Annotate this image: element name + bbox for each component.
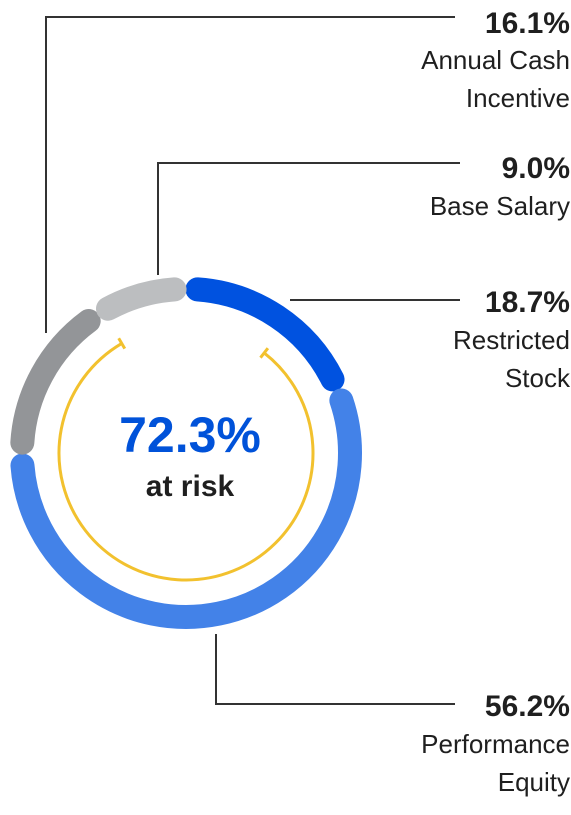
center-label: at risk (146, 470, 235, 503)
donut-slices (10, 277, 362, 629)
slice-label-annual-cash-incentive-line1: Annual Cash (421, 45, 570, 75)
slice-label-base-salary: Base Salary (430, 191, 570, 221)
slice-label-restricted-stock-line1: Restricted (453, 325, 570, 355)
slice-label-performance-equity-line2: Equity (498, 767, 570, 797)
slice-base-salary (96, 277, 187, 321)
center-value: 72.3% (119, 407, 261, 463)
leader-line-base-salary (157, 162, 460, 275)
leader-line-annual-cash-incentive (45, 16, 455, 333)
slice-annual-cash-incentive (10, 309, 101, 455)
leader-line-performance-equity (215, 634, 455, 705)
slice-percent-performance-equity: 56.2% (485, 690, 570, 723)
at-risk-arc (57, 342, 315, 582)
slice-percent-annual-cash-incentive: 16.1% (485, 7, 570, 40)
at-risk-arc-caps (117, 337, 270, 359)
at-risk-arc-start-cap (117, 337, 127, 350)
slice-percent-base-salary: 9.0% (502, 152, 570, 185)
slice-performance-equity (10, 388, 362, 629)
slice-percent-restricted-stock: 18.7% (485, 286, 570, 319)
slice-label-annual-cash-incentive-line2: Incentive (466, 83, 570, 113)
at-risk-arc-end-cap (259, 347, 270, 359)
slice-label-performance-equity-line1: Performance (421, 729, 570, 759)
leader-lines (45, 16, 460, 705)
slice-label-restricted-stock-line2: Stock (505, 363, 571, 393)
slice-restricted-stock (185, 277, 345, 392)
